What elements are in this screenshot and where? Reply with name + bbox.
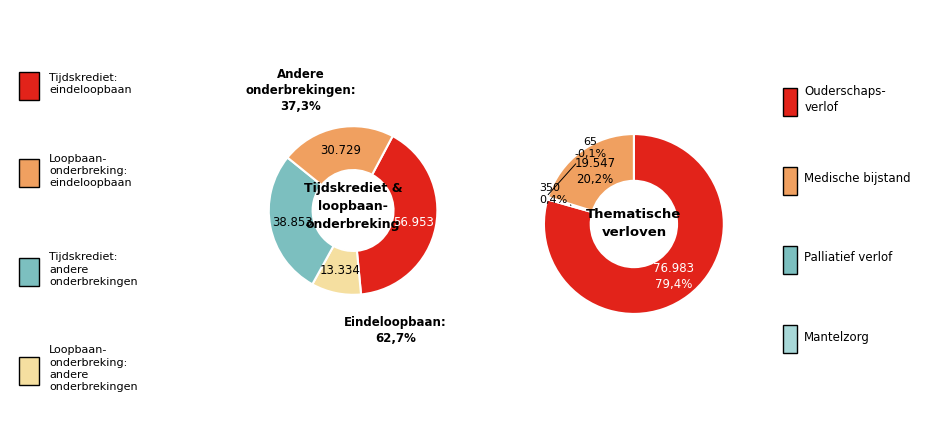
Wedge shape bbox=[548, 134, 634, 211]
Text: Mantelzorg: Mantelzorg bbox=[804, 330, 870, 344]
Text: Loopbaan-
onderbreking:
eindeloopbaan: Loopbaan- onderbreking: eindeloopbaan bbox=[49, 154, 132, 188]
Text: Medische bijstand: Medische bijstand bbox=[804, 172, 911, 185]
FancyBboxPatch shape bbox=[20, 72, 39, 100]
Text: 56.953: 56.953 bbox=[393, 216, 434, 229]
Text: 30.729: 30.729 bbox=[320, 144, 361, 157]
Wedge shape bbox=[544, 134, 724, 314]
Text: Tijdskrediet:
andere
onderbrekingen: Tijdskrediet: andere onderbrekingen bbox=[49, 253, 137, 287]
Text: 19.547
20,2%: 19.547 20,2% bbox=[575, 157, 616, 186]
Text: Loopbaan-
onderbreking:
andere
onderbrekingen: Loopbaan- onderbreking: andere onderbrek… bbox=[49, 345, 137, 392]
Text: 350
0,4%: 350 0,4% bbox=[539, 183, 571, 205]
FancyBboxPatch shape bbox=[20, 159, 39, 187]
FancyBboxPatch shape bbox=[783, 325, 797, 353]
Wedge shape bbox=[548, 197, 592, 211]
Wedge shape bbox=[269, 157, 333, 284]
Text: 13.334: 13.334 bbox=[320, 264, 361, 277]
Text: Thematische
verloven: Thematische verloven bbox=[586, 208, 681, 240]
Wedge shape bbox=[313, 246, 361, 295]
Wedge shape bbox=[548, 197, 592, 212]
Text: Ouderschaps-
verlof: Ouderschaps- verlof bbox=[804, 85, 886, 114]
Text: Palliatief verlof: Palliatief verlof bbox=[804, 251, 893, 264]
FancyBboxPatch shape bbox=[783, 167, 797, 195]
Wedge shape bbox=[357, 136, 438, 294]
Text: Eindeloopbaan:
62,7%: Eindeloopbaan: 62,7% bbox=[344, 316, 447, 345]
Text: Tijdskrediet &
loopbaan-
onderbreking: Tijdskrediet & loopbaan- onderbreking bbox=[304, 182, 402, 231]
Text: Andere
onderbrekingen:
37,3%: Andere onderbrekingen: 37,3% bbox=[245, 68, 356, 113]
FancyBboxPatch shape bbox=[20, 357, 39, 385]
Text: 76.983
79,4%: 76.983 79,4% bbox=[653, 262, 694, 291]
Text: Tijdskrediet:
eindeloopbaan: Tijdskrediet: eindeloopbaan bbox=[49, 73, 132, 95]
Text: 65
-0,1%: 65 -0,1% bbox=[549, 136, 606, 195]
Wedge shape bbox=[287, 126, 393, 185]
FancyBboxPatch shape bbox=[20, 258, 39, 286]
FancyBboxPatch shape bbox=[783, 246, 797, 274]
Text: 38.853: 38.853 bbox=[272, 216, 313, 229]
FancyBboxPatch shape bbox=[783, 88, 797, 115]
